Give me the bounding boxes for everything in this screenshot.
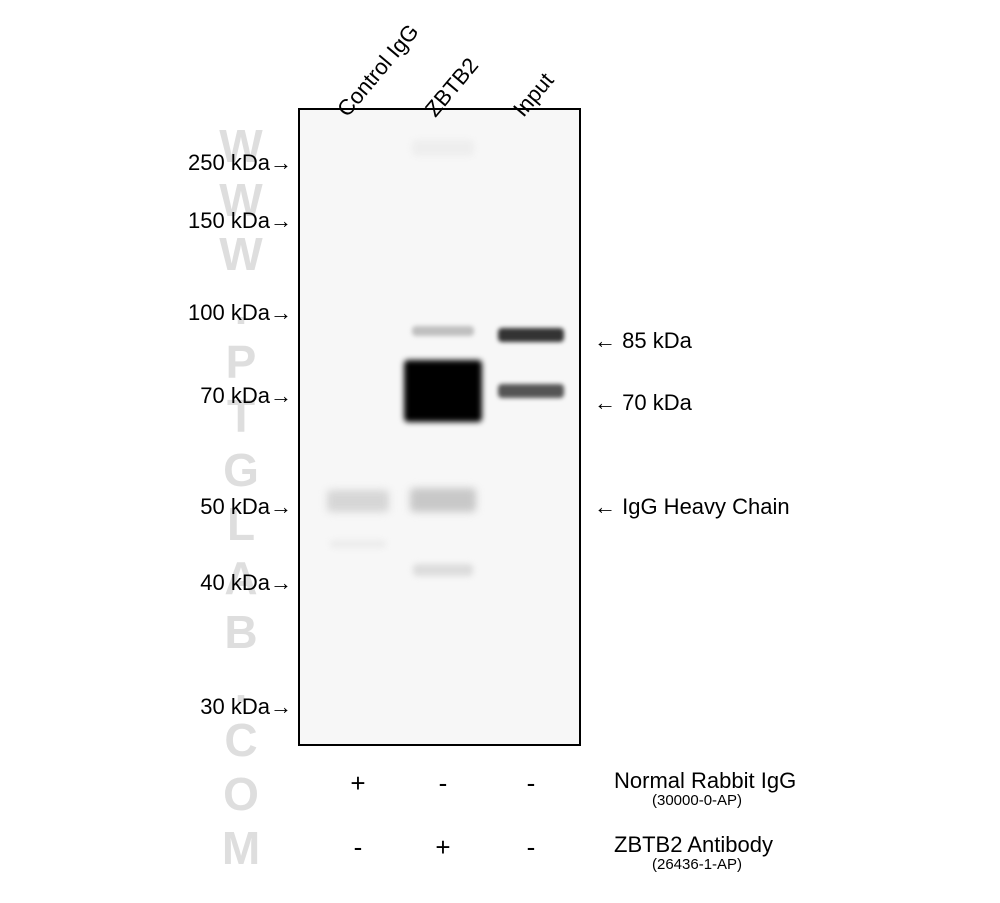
antibody-label-0: Normal Rabbit IgG [614,768,796,794]
band-7 [498,328,564,342]
band-5 [327,490,389,512]
pm-cell-1-1: + [423,832,463,863]
band-annotation-1: ← 70 kDa [594,390,692,416]
mw-marker-6: 30 kDa→ [180,694,292,720]
pm-cell-1-2: - [511,832,551,863]
antibody-sublabel-0: (30000-0-AP) [652,792,742,809]
antibody-label-1: ZBTB2 Antibody [614,832,773,858]
band-8 [498,384,564,398]
band-annotation-0: ← 85 kDa [594,328,692,354]
mw-marker-3: 70 kDa→ [180,383,292,409]
pm-cell-0-2: - [511,768,551,799]
blot-membrane [298,108,581,746]
lane-label-0: Control IgG [332,19,424,122]
pm-cell-1-0: - [338,832,378,863]
band-3 [410,488,476,512]
band-annotation-2: ← IgG Heavy Chain [594,494,790,520]
mw-marker-4: 50 kDa→ [180,494,292,520]
pm-cell-0-1: - [423,768,463,799]
mw-marker-2: 100 kDa→ [180,300,292,326]
mw-marker-1: 150 kDa→ [180,208,292,234]
band-1 [412,326,474,336]
antibody-sublabel-1: (26436-1-AP) [652,856,742,873]
band-2 [404,360,482,422]
band-4 [413,564,473,576]
mw-marker-0: 250 kDa→ [180,150,292,176]
mw-marker-5: 40 kDa→ [180,570,292,596]
band-0 [412,140,474,156]
pm-cell-0-0: + [338,768,378,799]
band-6 [330,540,386,548]
